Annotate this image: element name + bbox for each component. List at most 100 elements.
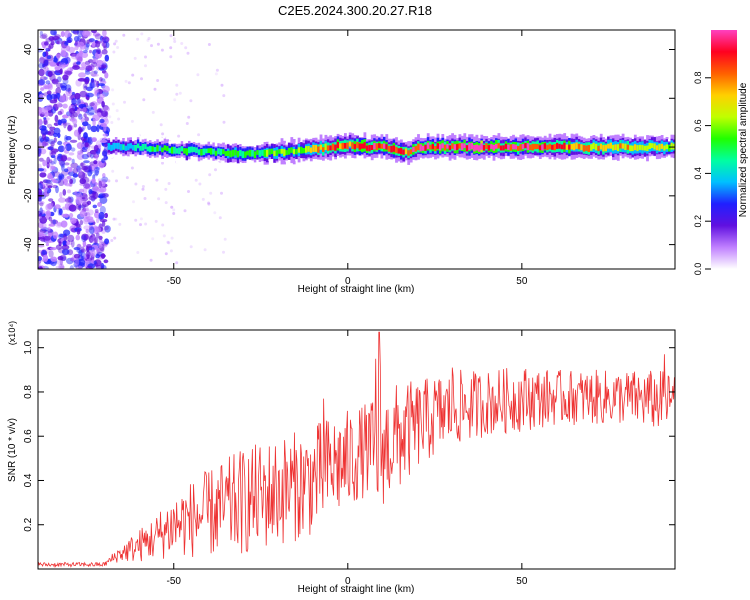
spectrogram-noise-cell [66,175,72,180]
spectrogram-noise-cell [77,258,86,266]
spectrogram-noise-cell [101,101,105,108]
spectrogram-band-cell [175,148,179,154]
snr-ytick-label: 0.4 [23,473,34,487]
spectrogram-band-cell [502,145,506,151]
spectrogram-band-cell [536,144,540,149]
spectrogram-band-cell [421,145,425,151]
spectrogram-band-cell [612,144,615,151]
spectrogram-noise-cell [90,78,95,83]
spectrogram-noise-cell [201,197,205,201]
spectrogram-noise-cell [203,248,207,252]
spectrogram-band-cell [234,150,238,156]
spectrogram-noise-cell [64,203,70,209]
spectrogram-noise-cell [134,182,138,186]
spectrogram-band-cell [646,145,649,151]
spectrogram-noise-cell [60,155,68,162]
spectrogram-noise-cell [97,112,102,116]
spectrogram-noise-cell [84,85,88,89]
spectrogram-noise-cell [55,87,61,95]
spectrogram-band-cell [112,142,116,150]
snr-xlabel: Height of straight line (km) [298,584,415,595]
spectrogram-band-cell [609,142,613,149]
spectrogram-noise-cell [72,118,78,125]
spectrogram-noise-cell [78,265,83,269]
spectrogram-band-cell [492,144,496,151]
spectrogram-noise-cell [196,73,200,77]
spectrogram-noise-cell [82,50,88,54]
spectrogram-band-cell [322,147,325,152]
spectrogram-band-cell [331,143,335,151]
spectrogram-band-cell [266,149,269,157]
spectrogram-noise-cell [207,43,211,46]
spectrogram-noise-cell [80,162,84,167]
spectrogram-noise-cell [57,140,63,146]
spectrogram-noise-cell [60,220,68,228]
spectrogram-band-cell [122,144,125,150]
spectrogram-noise-cell [91,137,97,142]
spectrogram-noise-cell [96,48,101,54]
spectrogram-noise-cell [186,51,190,55]
spectrogram-noise-cell [38,48,44,53]
spectrogram-noise-cell [68,152,75,156]
spectrogram-noise-cell [207,202,211,206]
spectrogram-band-cell [302,148,306,154]
spectrogram-noise-cell [55,265,64,269]
spectrogram-band-cell [309,147,313,153]
spectrogram-noise-cell [76,228,81,235]
spectrogram-noise-cell [98,211,105,220]
spectrogram-noise-cell [49,126,56,131]
spectrogram-noise-cell [92,186,100,192]
spectrogram-band-cell [231,149,235,157]
spectrogram-band-cell [348,141,352,147]
spectrogram-noise-cell [97,195,104,199]
spectrogram-noise-cell [47,71,53,78]
spectrogram-noise-cell [49,61,57,67]
colorbar-ticks: 0.0 0.2 0.4 0.6 0.8 [693,72,711,275]
spectrogram-noise-cell [214,168,217,172]
spectrogram-noise-cell [68,112,72,121]
spectrogram-noise-cell [222,250,225,254]
spectrogram-band-cell [346,142,350,150]
spectrogram-band-cell [672,143,675,150]
spectrogram-noise-cell [110,121,114,124]
spectrogram-noise-cell [38,62,45,69]
spectrogram-band-cell [253,151,257,159]
spectrogram-band-cell [668,144,671,152]
spectrogram-noise-cell [87,38,93,44]
spectrogram-noise-cell [140,32,144,36]
spectrogram-noise-cell [43,76,48,81]
spectrogram-noise-cell [43,235,52,241]
spectrogram-noise-cell [56,102,62,108]
spectrogram-noise-cell [59,254,67,261]
spectrogram-noise-cell [96,232,100,238]
snr-xtick-label: 0 [345,576,351,587]
spectrogram-noise-cell [82,165,91,173]
spectrogram-band-cell [344,143,347,149]
spectrogram-noise-cell [77,41,85,48]
spectrogram-noise-cell [53,127,61,135]
spectrogram-band-cell [534,143,537,150]
spectrogram-noise-cell [115,109,119,113]
spectrogram-band-cell [124,145,128,151]
spectrogram-noise-cell [92,58,99,64]
spectrogram-noise-cell [162,234,166,238]
spectrogram-noise-cell [222,120,226,124]
spectrogram-heatmap [38,30,675,269]
spectrogram-noise-cell [74,45,79,51]
spectrogram-noise-cell [58,179,65,186]
spectrogram-noise-cell [67,189,71,194]
spectrogram-band-cell [463,143,467,149]
snr-multiplier: (x10⁴) [7,321,17,345]
spectrogram-noise-cell [70,147,76,152]
spectrogram-noise-cell [38,68,45,77]
spectrogram-noise-cell [161,132,165,136]
spectrogram-noise-cell [74,40,78,46]
spectrogram-noise-cell [76,249,84,254]
spectrogram-noise-cell [76,109,81,115]
spectrogram-noise-cell [108,115,112,119]
spectrogram-noise-cell [66,37,73,43]
spectrogram-noise-cell [81,153,89,160]
spectrogram-noise-cell [58,241,62,247]
spectrogram-noise-cell [46,55,52,60]
